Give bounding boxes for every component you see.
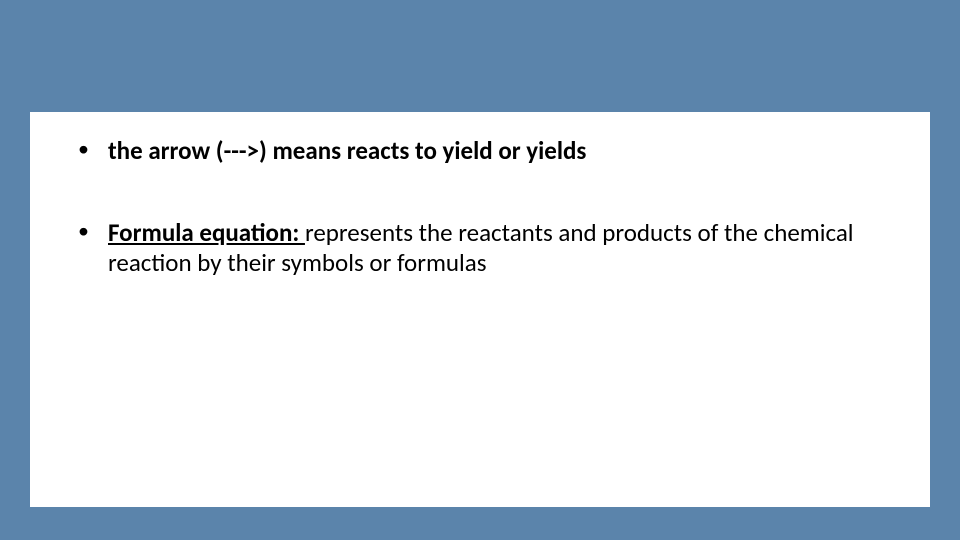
- bullet-term: Formula equation:: [108, 217, 305, 248]
- bullet-item: Formula equation: represents the reactan…: [90, 218, 900, 278]
- slide-content-box: the arrow (--->) means reacts to yield o…: [30, 112, 930, 507]
- bullet-item: the arrow (--->) means reacts to yield o…: [90, 136, 900, 166]
- bullet-bold-text: the arrow (--->) means reacts to yield o…: [108, 135, 586, 166]
- bullet-list: the arrow (--->) means reacts to yield o…: [90, 136, 900, 278]
